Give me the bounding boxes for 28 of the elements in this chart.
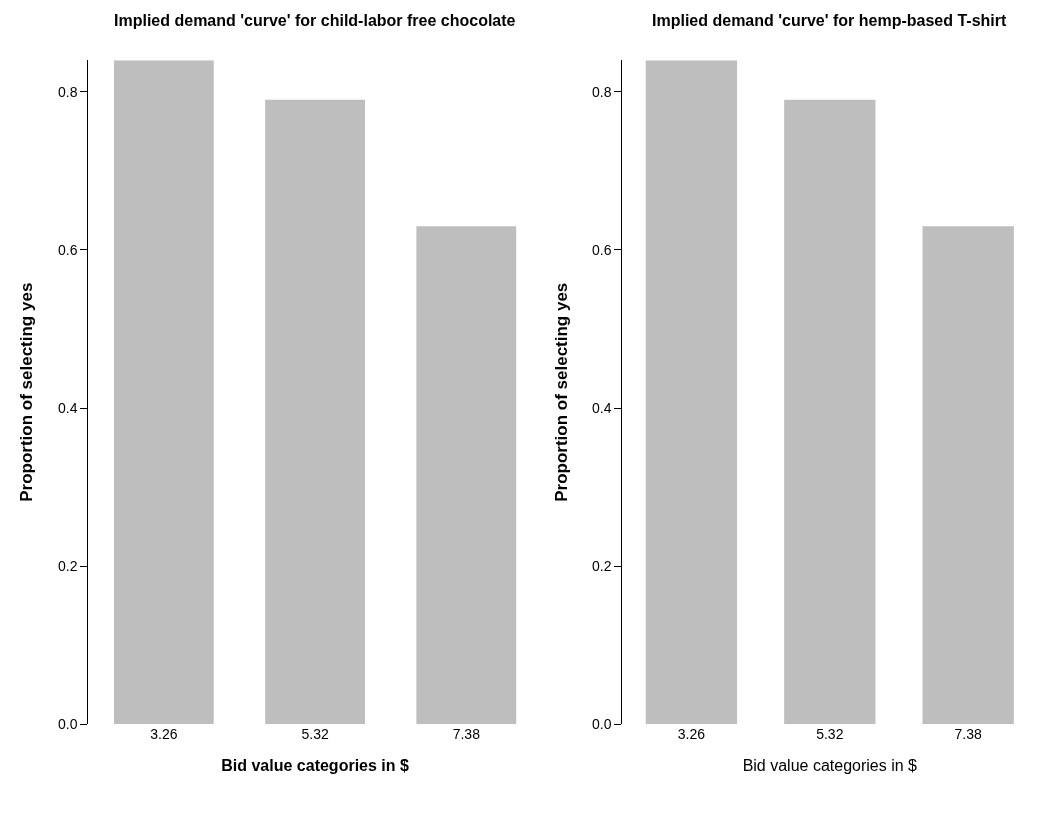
bar <box>113 60 214 725</box>
y-tick-label: 0.8 <box>591 83 612 100</box>
y-tick-label: 0.2 <box>591 558 612 575</box>
x-tick-label: 3.26 <box>150 726 178 743</box>
y-tick-label: 0.0 <box>591 716 612 733</box>
y-axis-title: Proportion of selecting yes <box>551 282 571 502</box>
x-tick-label: 7.38 <box>452 726 481 743</box>
x-tick-label: 5.32 <box>816 726 844 743</box>
y-tick-label: 0.4 <box>57 399 78 416</box>
y-tick-label: 0.4 <box>591 399 612 416</box>
y-tick-label: 0.0 <box>57 716 78 733</box>
bar <box>265 99 365 725</box>
bar <box>922 226 1014 725</box>
chart-title: Implied demand 'curve' for child-labor free chocolate <box>114 12 516 29</box>
y-tick-label: 0.6 <box>57 241 78 258</box>
x-tick-label: 5.32 <box>301 726 329 743</box>
x-axis-title: Bid value categories in $ <box>742 756 918 774</box>
bar <box>645 60 738 725</box>
chart-title: Implied demand 'curve' for hemp-based T-shirt <box>652 12 1008 29</box>
x-tick-label: 7.38 <box>954 726 983 743</box>
bar <box>416 226 517 725</box>
y-tick-label: 0.8 <box>57 83 78 100</box>
y-tick-label: 0.6 <box>591 241 612 258</box>
bar <box>784 99 876 725</box>
x-axis-title: Bid value categories in $ <box>221 756 409 774</box>
x-tick-label: 3.26 <box>677 726 706 743</box>
y-axis-title: Proportion of selecting yes <box>17 282 37 502</box>
y-tick-label: 0.2 <box>57 558 78 575</box>
